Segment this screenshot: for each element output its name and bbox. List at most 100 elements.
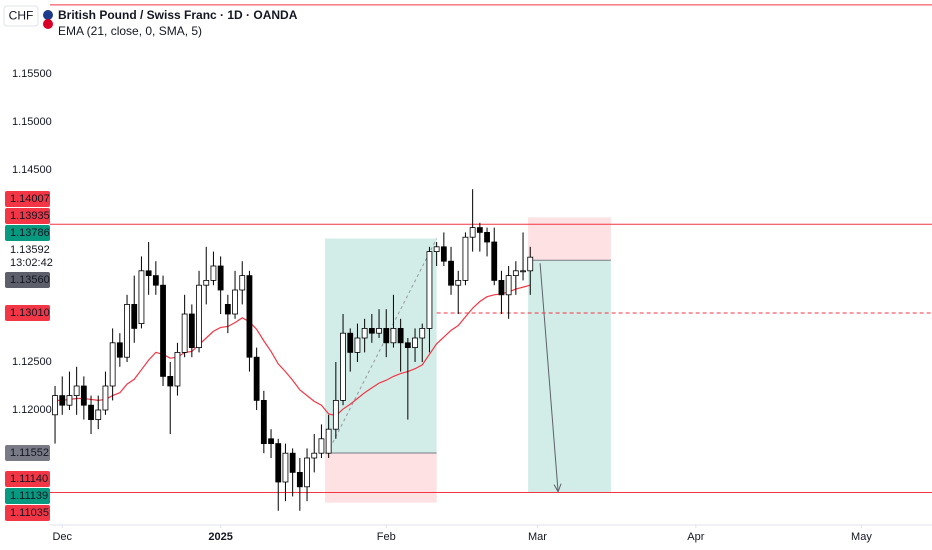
price-marker: [5, 272, 50, 289]
candle-body: [397, 328, 404, 344]
candle-body: [484, 232, 490, 243]
candle-body: [131, 304, 138, 329]
profit-zone: [528, 260, 611, 493]
currency: CHF: [9, 9, 34, 23]
chart-title: British Pound / Swiss Franc · 1D · OANDA: [58, 8, 298, 22]
x-tick-label: 2025: [208, 531, 232, 543]
price-marker: [5, 208, 50, 225]
candle-body: [167, 375, 174, 387]
candle-body: [188, 313, 195, 349]
candle-body: [217, 265, 224, 291]
candle-body: [232, 289, 238, 315]
arrow-head: [553, 483, 562, 493]
ema-line: [55, 284, 531, 417]
candle-body: [498, 280, 505, 296]
candle-body: [196, 284, 202, 349]
candle-body: [361, 328, 368, 339]
candle-body: [383, 328, 390, 344]
candle-body: [109, 342, 116, 387]
price-marker-label: 1.13786: [10, 227, 50, 239]
candle-body: [88, 404, 94, 420]
price-marker-label: 1.11140: [10, 473, 48, 485]
candle-body: [433, 246, 440, 253]
candle-body: [462, 236, 469, 281]
countdown: 13:02:42: [10, 257, 53, 269]
candle-body: [268, 438, 274, 444]
price-marker: [5, 225, 50, 242]
candle-body: [102, 385, 109, 411]
candle-body: [476, 227, 483, 233]
price-marker: [5, 305, 50, 322]
y-tick-label: 1.12500: [12, 356, 52, 368]
position-layer: [325, 217, 611, 503]
price-marker-label: 1.13935: [10, 210, 50, 222]
currency-box[interactable]: [3, 5, 39, 27]
candle-body: [95, 409, 102, 420]
candle-body: [354, 337, 361, 353]
y-tick-label: 1.12000: [12, 404, 52, 416]
candle-body: [311, 452, 318, 459]
x-tick-label: Mar: [528, 531, 547, 543]
candle-body: [347, 332, 354, 353]
candle-body: [296, 471, 303, 488]
price-marker-label: 1.13010: [10, 307, 50, 319]
candle-body: [512, 270, 519, 277]
x-tick-label: Dec: [52, 531, 72, 543]
candle-body: [469, 227, 476, 238]
indicator-legend: EMA (21, close, 0, SMA, 5): [58, 24, 202, 38]
candle-body: [455, 280, 462, 286]
candle-body: [124, 304, 130, 358]
candle-body: [325, 428, 332, 454]
candle-body: [246, 275, 253, 358]
x-tick-label: Apr: [687, 531, 704, 543]
x-tick-label: Feb: [377, 531, 396, 543]
candle-body: [282, 452, 289, 483]
stop-zone: [325, 453, 437, 503]
candle-body: [440, 246, 447, 262]
price-marker-label: 1.13560: [10, 274, 50, 286]
candle-body: [138, 270, 145, 325]
candle-body: [260, 399, 267, 444]
candle-body: [203, 280, 210, 286]
line-layer: [50, 4, 932, 494]
y-tick-label: 1.14500: [12, 164, 52, 176]
candle-body: [174, 351, 181, 387]
candle-body: [376, 328, 382, 334]
price-marker-label: 1.14007: [10, 193, 50, 205]
candle-body: [160, 284, 166, 377]
candle-body: [304, 457, 310, 488]
candle-body: [491, 241, 498, 281]
candle-body: [181, 313, 188, 353]
candle-body: [340, 332, 346, 401]
candle-body: [145, 270, 152, 277]
candle-layer: [52, 189, 534, 511]
candle-body: [210, 265, 217, 281]
candle-body: [66, 395, 73, 406]
candle-body: [116, 342, 123, 358]
candle-body: [426, 251, 433, 329]
candle-body: [275, 443, 282, 483]
price-marker: [5, 487, 50, 504]
candle-body: [289, 452, 296, 473]
y-tick-label: 1.15000: [12, 116, 52, 128]
price-marker-label: 1.11139: [10, 490, 48, 502]
candle-body: [419, 328, 426, 339]
price-marker: [5, 470, 50, 487]
candle-body: [390, 328, 397, 344]
candle-body: [318, 438, 325, 454]
price-marker: [5, 504, 50, 521]
price-marker: [5, 191, 50, 208]
candle-body: [52, 395, 58, 416]
candle-body: [224, 304, 231, 315]
x-tick-label: May: [851, 531, 872, 543]
price-marker-label: 1.11552: [10, 447, 49, 459]
candle-body: [59, 395, 66, 406]
candle-body: [448, 260, 454, 286]
price-marker-label: 1.13592: [10, 244, 50, 256]
candle-body: [73, 385, 80, 396]
symbol-icon: [43, 10, 53, 20]
price-marker: [5, 242, 50, 272]
candle-body: [404, 342, 411, 349]
